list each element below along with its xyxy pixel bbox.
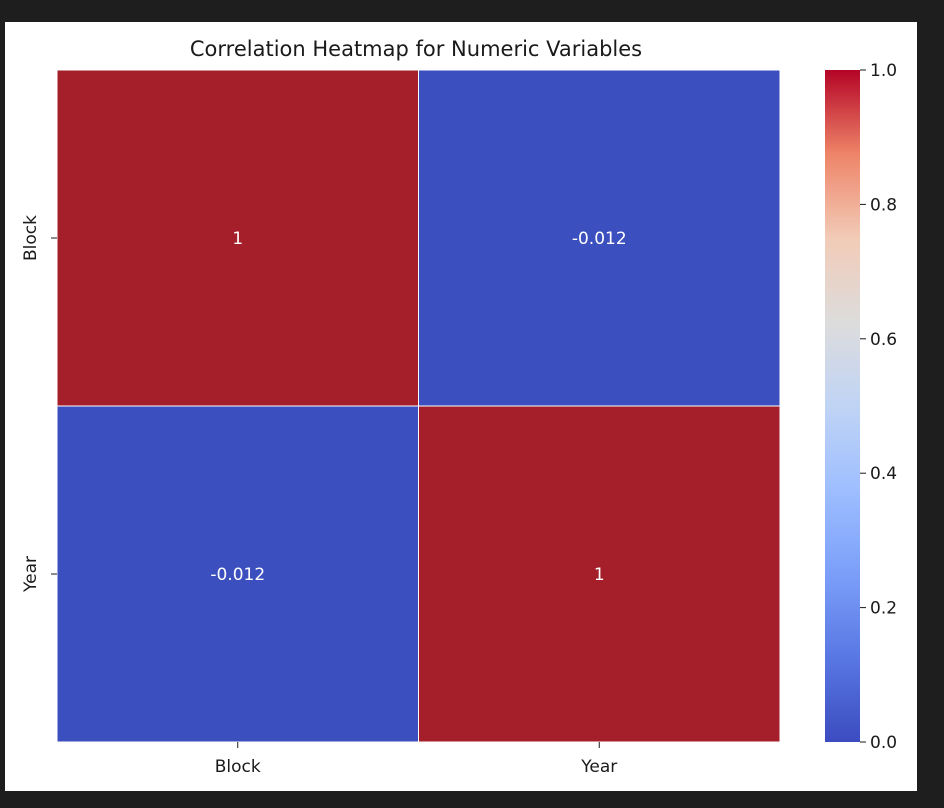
- y-tick-label: Year: [21, 556, 41, 593]
- chart-title: Correlation Heatmap for Numeric Variable…: [190, 37, 642, 61]
- colorbar-tick-label: 0.2: [870, 599, 897, 619]
- chart-figure: Correlation Heatmap for Numeric Variable…: [5, 22, 917, 791]
- colorbar-tick-label: 0.8: [870, 195, 897, 215]
- x-tick-label: Year: [580, 757, 617, 777]
- colorbar-tick-label: 0.0: [870, 733, 897, 753]
- colorbar-tick-label: 0.4: [870, 464, 897, 484]
- colorbar-tick-label: 0.6: [870, 330, 897, 350]
- heatmap-cells: 1 -0.012 -0.012 1: [56, 69, 781, 743]
- heatmap-axes: Block Year Block Year: [21, 215, 617, 777]
- cell-annotation: 1: [594, 565, 605, 585]
- heatmap-cell: [418, 405, 781, 743]
- x-tick-label: Block: [215, 757, 261, 777]
- colorbar-gradient: [825, 70, 860, 742]
- heatmap-chart: Correlation Heatmap for Numeric Variable…: [21, 37, 897, 777]
- heatmap-cell: [56, 69, 419, 407]
- colorbar: 0.0 0.2 0.4 0.6 0.8 1.0: [825, 61, 897, 753]
- cell-annotation: 1: [232, 229, 243, 249]
- cell-annotation: -0.012: [572, 229, 627, 249]
- y-tick-label: Block: [21, 215, 41, 261]
- cell-annotation: -0.012: [210, 565, 265, 585]
- heatmap-cell: [418, 69, 781, 407]
- heatmap-cell: [56, 405, 419, 743]
- colorbar-tick-label: 1.0: [870, 61, 897, 81]
